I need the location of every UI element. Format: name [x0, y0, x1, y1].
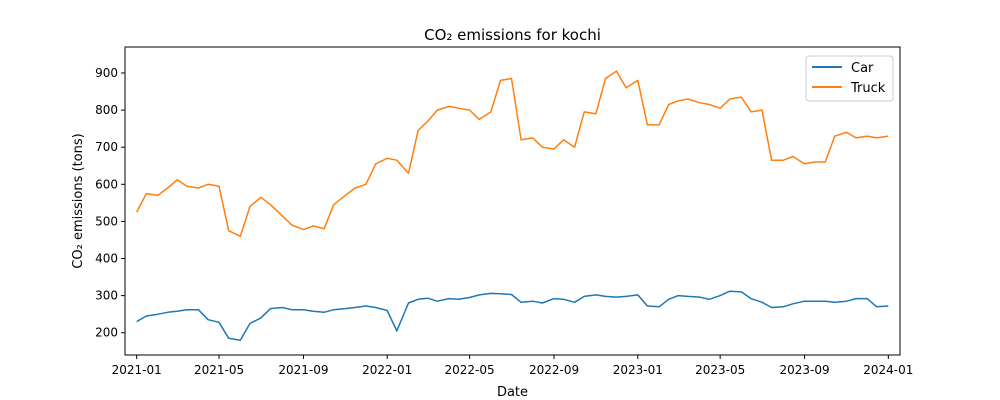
- x-tick-label: 2022-09: [529, 363, 579, 377]
- x-tick-label: 2021-05: [194, 363, 244, 377]
- y-tick-label: 700: [95, 140, 118, 154]
- x-tick-label: 2023-09: [780, 363, 830, 377]
- y-tick-label: 400: [95, 252, 118, 266]
- y-tick-label: 900: [95, 66, 118, 80]
- y-tick-label: 200: [95, 326, 118, 340]
- x-axis: 2021-01 2021-05 2021-09 2022-01 2022-05 2022-…: [112, 355, 913, 377]
- y-tick-label: 800: [95, 103, 118, 117]
- y-tick-label: 300: [95, 289, 118, 303]
- chart-title: CO₂ emissions for kochi: [424, 26, 601, 44]
- y-axis: 200 300 400 500 600 700 800 900: [95, 66, 125, 340]
- x-tick-label: 2024-01: [863, 363, 913, 377]
- x-tick-label: 2022-01: [362, 363, 412, 377]
- x-axis-label: Date: [497, 385, 528, 400]
- x-tick-label: 2021-09: [278, 363, 328, 377]
- legend-car-label: Car: [851, 61, 874, 76]
- y-axis-label: CO₂ emissions (tons): [71, 133, 86, 268]
- series-line-truck: [136, 70, 889, 238]
- x-tick-label: 2022-05: [445, 363, 495, 377]
- legend-truck-label: Truck: [850, 81, 886, 96]
- x-tick-label: 2023-05: [695, 363, 745, 377]
- series-line-car: [136, 290, 889, 341]
- x-tick-label: 2021-01: [112, 363, 162, 377]
- legend: Car Truck: [805, 55, 894, 102]
- axes-frame: [124, 46, 901, 356]
- x-tick-label: 2023-01: [613, 363, 663, 377]
- y-tick-label: 500: [95, 214, 118, 228]
- plot-area: [136, 70, 889, 341]
- y-tick-label: 600: [95, 177, 118, 191]
